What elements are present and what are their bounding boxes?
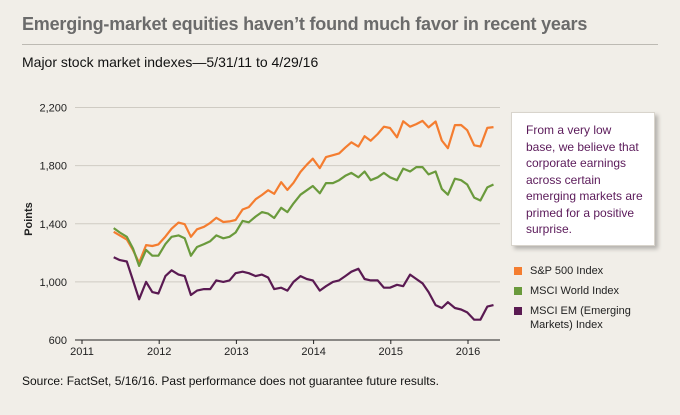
legend-swatch-msci-world <box>514 287 522 295</box>
x-tick-label: 2012 <box>147 346 171 358</box>
legend-swatch-sp500 <box>514 267 522 275</box>
y-tick-label: 1,800 <box>39 161 67 173</box>
x-tick-label: 2015 <box>379 346 403 358</box>
legend-label-msci-em: MSCI EM (Emerging Markets) Index <box>530 305 631 331</box>
source-note: Source: FactSet, 5/16/16. Past performan… <box>22 374 439 388</box>
sp500-line <box>113 119 494 264</box>
x-tick-label: 2016 <box>456 346 480 358</box>
legend-swatch-msci-em <box>514 307 522 315</box>
y-tick-label: 600 <box>49 335 67 347</box>
y-tick-label: 2,200 <box>39 103 67 115</box>
x-tick-label: 2011 <box>70 346 94 358</box>
x-tick-label: 2013 <box>224 346 248 358</box>
legend-label-sp500: S&P 500 Index <box>530 265 604 277</box>
chart-title: Emerging-market equities haven’t found m… <box>22 14 588 34</box>
y-tick-label: 1,000 <box>39 277 67 289</box>
legend: S&P 500 Index MSCI World Index MSCI EM (… <box>514 264 674 338</box>
legend-item-msci-world: MSCI World Index <box>514 284 674 298</box>
legend-item-sp500: S&P 500 Index <box>514 264 674 278</box>
y-axis-label: Points <box>23 202 35 236</box>
msci-world-line <box>113 166 494 267</box>
callout-text: From a very low base, we believe that co… <box>526 123 643 236</box>
y-tick-label: 1,400 <box>39 219 67 231</box>
x-tick-label: 2014 <box>301 346 325 358</box>
chart-subtitle: Major stock market indexes—5/31/11 to 4/… <box>22 54 319 70</box>
callout-box: From a very low base, we believe that co… <box>511 112 655 246</box>
line-chart: 600 1,000 1,400 1,800 2,200 2011 2012 2013 2014 2… <box>23 103 500 358</box>
title-divider <box>22 44 658 45</box>
legend-label-msci-world: MSCI World Index <box>530 285 620 297</box>
msci-em-line <box>113 256 494 321</box>
legend-item-msci-em: MSCI EM (Emerging Markets) Index <box>514 304 674 332</box>
